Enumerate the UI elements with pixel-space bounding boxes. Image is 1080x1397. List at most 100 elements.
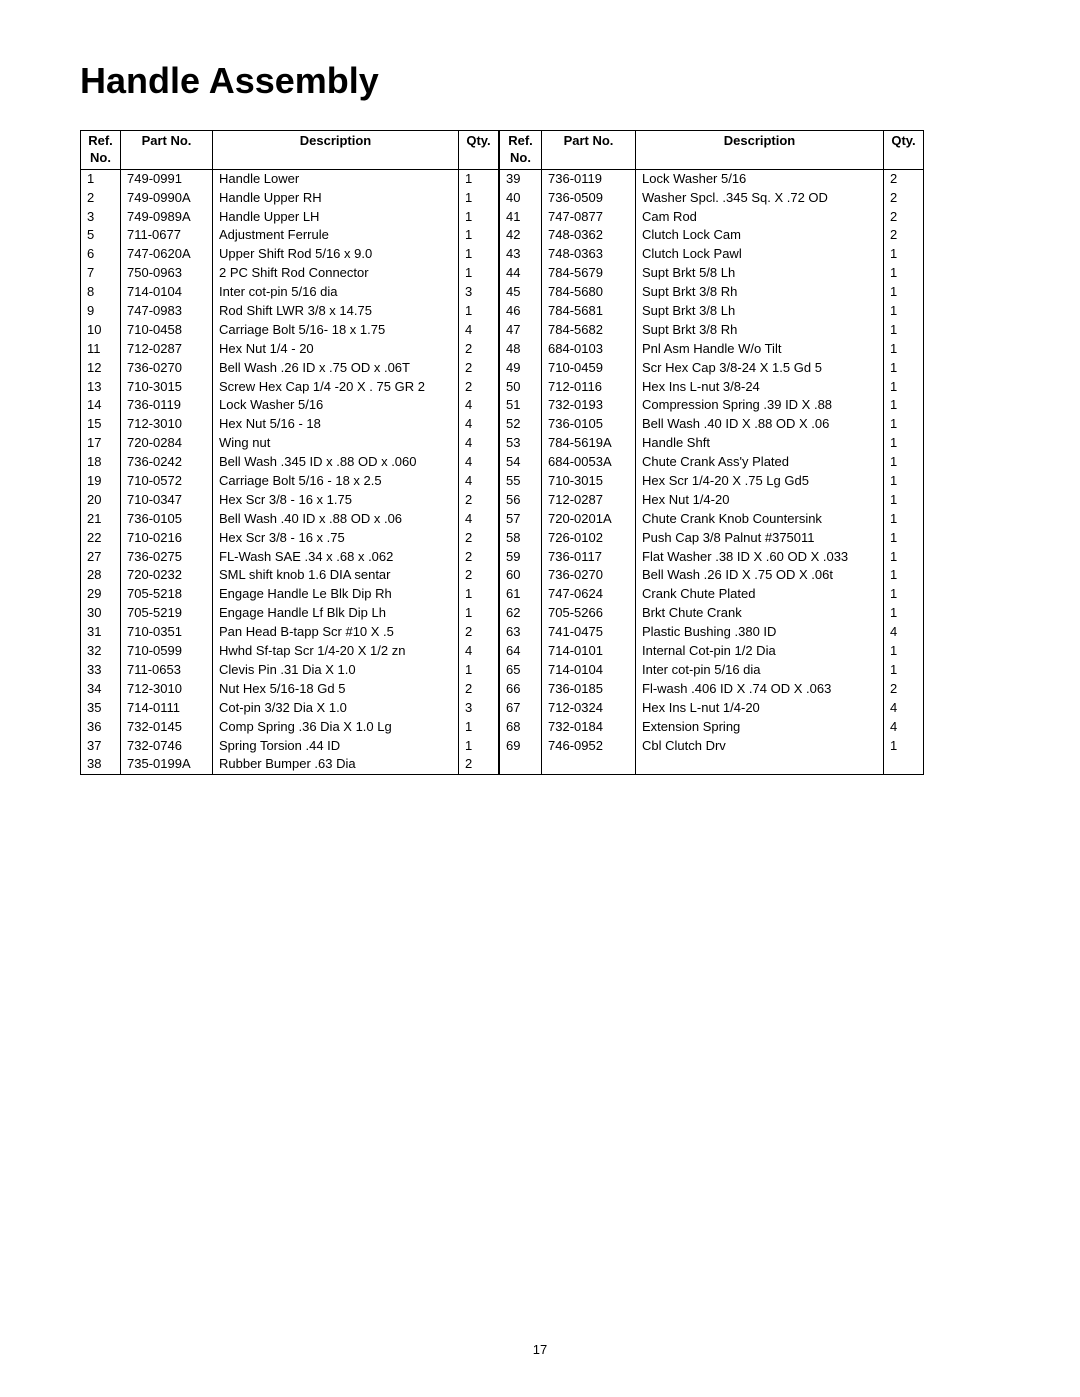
cell: SML shift knob 1.6 DIA sentar xyxy=(213,566,459,585)
cell: Bell Wash .40 ID X .88 OD X .06 xyxy=(636,415,884,434)
cell: 39 xyxy=(500,169,542,188)
cell: Chute Crank Knob Countersink xyxy=(636,510,884,529)
cell: 47 xyxy=(500,321,542,340)
cell xyxy=(884,755,924,774)
cell: 720-0201A xyxy=(542,510,636,529)
cell: Hex Scr 1/4-20 X .75 Lg Gd5 xyxy=(636,472,884,491)
cell: 1 xyxy=(884,245,924,264)
table-row: 36732-0145Comp Spring .36 Dia X 1.0 Lg1 xyxy=(81,718,499,737)
cell: 1 xyxy=(459,661,499,680)
table-row: 5711-0677Adjustment Ferrule1 xyxy=(81,226,499,245)
cell: 64 xyxy=(500,642,542,661)
table-row: 57720-0201AChute Crank Knob Countersink1 xyxy=(500,510,924,529)
table-row: 58726-0102Push Cap 3/8 Palnut #3750111 xyxy=(500,529,924,548)
header-qty: Qty. xyxy=(884,131,924,170)
cell: Brkt Chute Crank xyxy=(636,604,884,623)
cell: Plastic Bushing .380 ID xyxy=(636,623,884,642)
cell: 1 xyxy=(884,264,924,283)
cell: 4 xyxy=(459,396,499,415)
cell: 726-0102 xyxy=(542,529,636,548)
cell: Spring Torsion .44 ID xyxy=(213,737,459,756)
cell: 1 xyxy=(884,737,924,756)
cell: Extension Spring xyxy=(636,718,884,737)
cell: 2 xyxy=(459,623,499,642)
cell: 714-0104 xyxy=(542,661,636,680)
cell: Lock Washer 5/16 xyxy=(636,169,884,188)
cell: 705-5266 xyxy=(542,604,636,623)
cell: Hex Nut 1/4-20 xyxy=(636,491,884,510)
cell: 747-0620A xyxy=(121,245,213,264)
cell: 1 xyxy=(459,226,499,245)
cell: 38 xyxy=(81,755,121,774)
table-row: 7750-09632 PC Shift Rod Connector1 xyxy=(81,264,499,283)
cell: Hex Scr 3/8 - 16 x 1.75 xyxy=(213,491,459,510)
cell: 732-0193 xyxy=(542,396,636,415)
table-row: 64714-0101Internal Cot-pin 1/2 Dia1 xyxy=(500,642,924,661)
cell: 720-0232 xyxy=(121,566,213,585)
cell: Inter cot-pin 5/16 dia xyxy=(213,283,459,302)
header-qty: Qty. xyxy=(459,131,499,170)
cell: 712-3010 xyxy=(121,680,213,699)
cell: Crank Chute Plated xyxy=(636,585,884,604)
cell: 9 xyxy=(81,302,121,321)
table-row: 12736-0270Bell Wash .26 ID x .75 OD x .0… xyxy=(81,359,499,378)
cell: Comp Spring .36 Dia X 1.0 Lg xyxy=(213,718,459,737)
cell: 22 xyxy=(81,529,121,548)
cell: 1 xyxy=(459,585,499,604)
table-row: 46784-5681Supt Brkt 3/8 Lh1 xyxy=(500,302,924,321)
table-row: 60736-0270Bell Wash .26 ID X .75 OD X .0… xyxy=(500,566,924,585)
cell: 2 xyxy=(459,491,499,510)
cell: Clutch Lock Pawl xyxy=(636,245,884,264)
cell: 27 xyxy=(81,548,121,567)
table-row: 13710-3015Screw Hex Cap 1/4 -20 X . 75 G… xyxy=(81,378,499,397)
cell: 748-0363 xyxy=(542,245,636,264)
table-row: 45784-5680Supt Brkt 3/8 Rh1 xyxy=(500,283,924,302)
cell: Hex Scr 3/8 - 16 x .75 xyxy=(213,529,459,548)
cell: 66 xyxy=(500,680,542,699)
cell: 45 xyxy=(500,283,542,302)
table-row: 69746-0952Cbl Clutch Drv1 xyxy=(500,737,924,756)
cell: Bell Wash .40 ID x .88 OD x .06 xyxy=(213,510,459,529)
table-row: 50712-0116Hex Ins L-nut 3/8-241 xyxy=(500,378,924,397)
cell: 2 xyxy=(884,680,924,699)
cell: 11 xyxy=(81,340,121,359)
table-row: 63741-0475Plastic Bushing .380 ID4 xyxy=(500,623,924,642)
cell: 748-0362 xyxy=(542,226,636,245)
cell: 4 xyxy=(884,718,924,737)
table-row: 10710-0458Carriage Bolt 5/16- 18 x 1.754 xyxy=(81,321,499,340)
cell: 1 xyxy=(884,302,924,321)
parts-table-left: Ref.No. Part No. Description Qty. 1749-0… xyxy=(80,130,499,775)
table-row: 19710-0572Carriage Bolt 5/16 - 18 x 2.54 xyxy=(81,472,499,491)
cell: 732-0746 xyxy=(121,737,213,756)
cell: 19 xyxy=(81,472,121,491)
cell: Supt Brkt 3/8 Rh xyxy=(636,283,884,302)
cell: 65 xyxy=(500,661,542,680)
cell: 18 xyxy=(81,453,121,472)
header-desc: Description xyxy=(636,131,884,170)
cell: 736-0270 xyxy=(121,359,213,378)
table-row xyxy=(500,755,924,774)
cell: Compression Spring .39 ID X .88 xyxy=(636,396,884,415)
cell: 710-0216 xyxy=(121,529,213,548)
cell: 2 xyxy=(459,340,499,359)
parts-tables: Ref.No. Part No. Description Qty. 1749-0… xyxy=(80,130,1000,775)
table-row: 1749-0991Handle Lower1 xyxy=(81,169,499,188)
cell: 1 xyxy=(459,718,499,737)
cell: 54 xyxy=(500,453,542,472)
cell: 4 xyxy=(459,453,499,472)
cell: 1 xyxy=(459,169,499,188)
table-row: 55710-3015Hex Scr 1/4-20 X .75 Lg Gd51 xyxy=(500,472,924,491)
cell: 2 xyxy=(459,566,499,585)
table-row: 8714-0104Inter cot-pin 5/16 dia3 xyxy=(81,283,499,302)
cell: 4 xyxy=(459,642,499,661)
cell: Nut Hex 5/16-18 Gd 5 xyxy=(213,680,459,699)
header-part: Part No. xyxy=(542,131,636,170)
table-row: 48684-0103Pnl Asm Handle W/o Tilt1 xyxy=(500,340,924,359)
cell: 741-0475 xyxy=(542,623,636,642)
table-row: 20710-0347Hex Scr 3/8 - 16 x 1.752 xyxy=(81,491,499,510)
cell: Hex Nut 5/16 - 18 xyxy=(213,415,459,434)
cell: 1 xyxy=(884,453,924,472)
cell: 712-0287 xyxy=(542,491,636,510)
table-row: 22710-0216Hex Scr 3/8 - 16 x .752 xyxy=(81,529,499,548)
cell: Bell Wash .26 ID x .75 OD x .06T xyxy=(213,359,459,378)
